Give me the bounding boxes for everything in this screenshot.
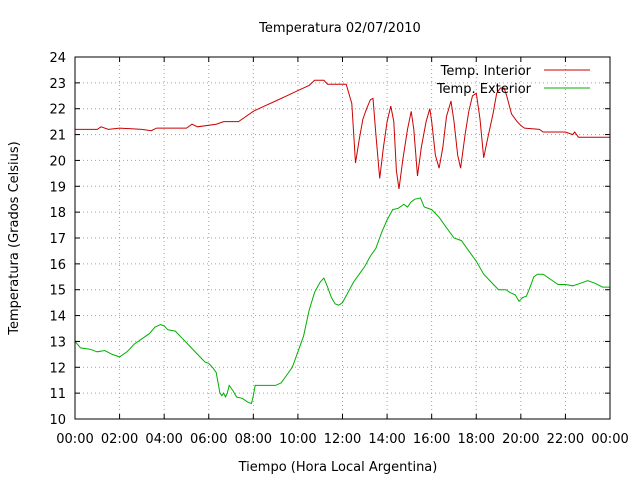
x-tick-label: 10:00 <box>279 432 316 447</box>
x-tick-label: 12:00 <box>324 432 361 447</box>
y-tick-label: 19 <box>49 180 66 195</box>
x-tick-label: 14:00 <box>368 432 405 447</box>
y-tick-label: 21 <box>49 129 66 144</box>
series-lines <box>74 79 610 405</box>
y-tick-label: 12 <box>49 361 66 376</box>
grid <box>75 57 610 419</box>
x-tick-label: 00:00 <box>591 432 628 447</box>
y-axis-label: Temperatura (Grados Celsius) <box>7 141 22 335</box>
x-tick-label: 06:00 <box>190 432 227 447</box>
x-tick-label: 16:00 <box>413 432 450 447</box>
y-tick-label: 11 <box>49 387 66 402</box>
legend-label: Temp. Interior <box>440 64 532 79</box>
y-tick-label: 13 <box>49 335 66 350</box>
x-tick-label: 08:00 <box>235 432 272 447</box>
y-tick-label: 17 <box>49 232 66 247</box>
x-tick-label: 18:00 <box>458 432 495 447</box>
x-tick-label: 00:00 <box>56 432 93 447</box>
x-tick-label: 20:00 <box>502 432 539 447</box>
y-tick-label: 10 <box>49 413 66 428</box>
y-tick-label: 18 <box>49 206 66 221</box>
y-tick-label: 24 <box>49 51 66 66</box>
x-tick-label: 04:00 <box>145 432 182 447</box>
legend: Temp. Interior Temp. Exterior <box>436 64 590 97</box>
x-axis-label: Tiempo (Hora Local Argentina) <box>238 460 438 475</box>
series-line-1 <box>75 79 610 189</box>
chart-title: Temperatura 02/07/2010 <box>258 21 421 36</box>
x-tick-label: 02:00 <box>101 432 138 447</box>
y-tick-label: 22 <box>49 103 66 118</box>
x-tick-label: 22:00 <box>547 432 584 447</box>
y-tick-label: 14 <box>49 310 66 325</box>
y-tick-label: 15 <box>49 284 66 299</box>
y-tick-label: 16 <box>49 258 66 273</box>
y-tick-label: 23 <box>49 77 66 92</box>
legend-label: Temp. Exterior <box>436 82 532 97</box>
series-line-2 <box>74 197 610 405</box>
axis-ticks: 10 11 12 13 14 15 16 17 18 19 20 21 22 23 24 00:00 02:00… <box>49 51 628 447</box>
y-tick-label: 20 <box>49 154 66 169</box>
